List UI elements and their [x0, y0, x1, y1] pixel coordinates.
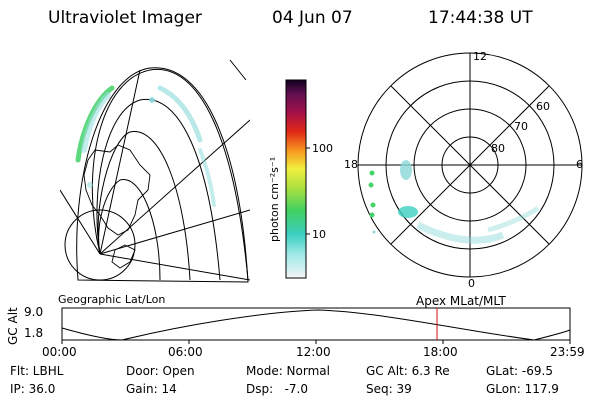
mlt-label-12: 12: [473, 50, 487, 63]
altitude-ytick-1-8: 1.8: [24, 326, 44, 340]
time-label: 17:44:38 UT: [428, 8, 533, 28]
xtick-1200: 12:00: [296, 345, 331, 359]
lat-label-70: 70: [514, 120, 528, 133]
status-gain: Gain: 14: [126, 382, 177, 396]
mlt-label-6: 6: [576, 158, 583, 171]
status-seq: Seq: 39: [366, 382, 412, 396]
xtick-0600: 06:00: [168, 345, 203, 359]
colorbar: 100 10 photon cm⁻²s⁻¹: [268, 79, 333, 279]
altitude-timeline: [61, 307, 571, 344]
mlt-label-18: 18: [344, 158, 358, 171]
status-flt: Flt: LBHL: [10, 364, 64, 378]
colorbar-tick-10: 10: [312, 228, 326, 241]
status-mode: Mode: Normal: [246, 364, 330, 378]
app-title: Ultraviolet Imager: [48, 8, 202, 28]
geographic-map: Geographic Lat/Lon: [58, 59, 250, 306]
xtick-1800: 18:00: [423, 345, 458, 359]
colorbar-tick-100: 100: [312, 142, 333, 155]
lat-label-60: 60: [536, 100, 550, 113]
status-gc-alt: GC Alt: 6.3 Re: [366, 364, 450, 378]
altitude-ytick-9: 9.0: [24, 305, 44, 319]
date-label: 04 Jun 07: [272, 8, 353, 28]
status-ip: IP: 36.0: [10, 382, 56, 396]
status-glon: GLon: 117.9: [486, 382, 559, 396]
right-panel-caption: Apex MLat/MLT: [416, 294, 506, 308]
status-dsp: Dsp: -7.0: [246, 382, 309, 396]
status-door: Door: Open: [126, 364, 195, 378]
xtick-0000: 00:00: [42, 345, 77, 359]
left-panel-caption: Geographic Lat/Lon: [58, 293, 165, 306]
xtick-2359: 23:59: [550, 345, 585, 359]
lat-label-80: 80: [491, 142, 505, 155]
mlt-label-0: 0: [468, 277, 475, 290]
polar-mlt-plot: 12 18 6 0 60 70 80: [344, 50, 583, 290]
status-glat: GLat: -69.5: [486, 364, 553, 378]
colorbar-unit-label: photon cm⁻²s⁻¹: [268, 157, 281, 242]
